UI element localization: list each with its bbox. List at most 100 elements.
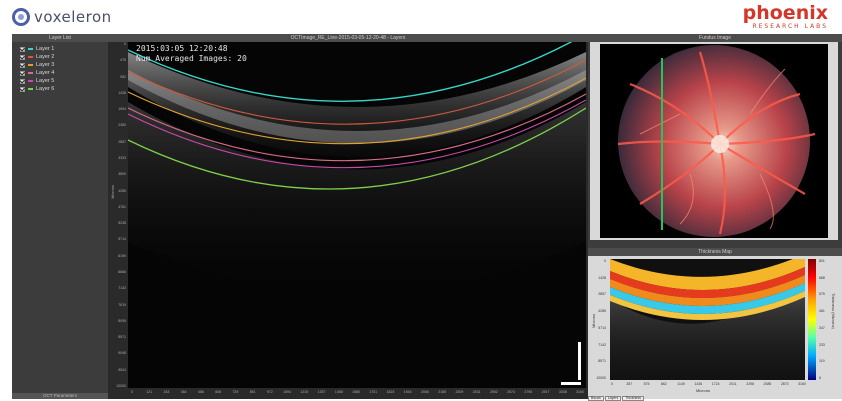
- thickness-panel: Thickness Map Microns: [588, 248, 842, 399]
- fundus-frame: [590, 42, 838, 240]
- oct-x-tick: 1215: [300, 390, 309, 394]
- fundus-title: Fundus Image: [588, 34, 842, 42]
- oct-x-axis: 0 121 243 364 486 608 729 851 972 1094 1215 1337 145…: [128, 388, 586, 399]
- oct-x-tick: 1944: [403, 390, 412, 394]
- phoenix-logo: phoenix RESEARCH LABS: [743, 3, 828, 30]
- voxeleron-logo: voxeleron: [12, 6, 112, 28]
- thickness-x-tick: 3160: [798, 382, 806, 386]
- oct-x-tick: 1458: [334, 390, 343, 394]
- oct-x-tick: 2066: [421, 390, 429, 394]
- layer-checkbox[interactable]: [20, 70, 25, 76]
- oct-y-tick: 0: [124, 42, 126, 46]
- oct-y-tick: 3809: [118, 172, 126, 177]
- oct-x-tick: 1701: [369, 390, 378, 394]
- layer-item-1[interactable]: Layer 1: [12, 45, 108, 53]
- layer-list-title: Layer List: [12, 34, 108, 42]
- oct-y-tick: 4285: [118, 188, 126, 193]
- view-tab-thickness[interactable]: Thickness: [622, 396, 645, 401]
- colorbar-title: Thickness (Microns): [831, 293, 836, 329]
- oct-y-tick: 952: [120, 74, 126, 79]
- oct-timestamp-overlay: 2015:03:05 12:20:48 Num Averaged Images:…: [136, 44, 247, 64]
- layer-color-swatch: [28, 56, 33, 58]
- thickness-y-tick: 8571: [598, 359, 606, 364]
- oct-x-tick: 1337: [317, 390, 326, 394]
- thickness-x-tick: 287: [626, 382, 633, 386]
- oct-parameters-title[interactable]: OCT Parameters: [12, 393, 108, 399]
- layer-checkbox[interactable]: [20, 86, 25, 92]
- thickness-x-tick: 2298: [746, 382, 755, 386]
- layer-6-line: [128, 107, 586, 190]
- thickness-x-tick: 862: [660, 382, 667, 386]
- layer-label: Layer 4: [36, 70, 55, 76]
- oct-panel: OCTImage_RE_Line-2015-03-05-12-20-48 - L…: [108, 34, 588, 399]
- thickness-y-tick: 2857: [598, 292, 606, 297]
- oct-y-axis-title: Microns: [110, 184, 115, 199]
- phoenix-wordmark: phoenix: [742, 2, 828, 24]
- layer-color-swatch: [28, 64, 33, 66]
- oct-x-tick: 3160: [576, 390, 584, 394]
- colorbar-tick: 801: [819, 259, 825, 263]
- layer-item-4[interactable]: Layer 4: [12, 69, 108, 77]
- oct-x-tick: 972: [266, 390, 273, 394]
- fundus-image[interactable]: [600, 44, 828, 238]
- layer-item-6[interactable]: Layer 6: [12, 85, 108, 93]
- thickness-map-svg: [610, 259, 805, 380]
- oct-y-tick: 1428: [118, 90, 126, 95]
- fundus-vessels: [617, 51, 816, 235]
- oct-x-tick: 121: [146, 390, 153, 394]
- thickness-x-tick: 2011: [729, 382, 737, 386]
- oct-y-tick: 7142: [118, 286, 126, 291]
- layer-checkbox[interactable]: [20, 54, 25, 60]
- thickness-band-1: [610, 259, 805, 291]
- oct-x-tick: 2188: [438, 390, 447, 394]
- header: voxeleron phoenix RESEARCH LABS: [0, 0, 842, 34]
- layer-checkbox[interactable]: [20, 78, 25, 84]
- retina-tissue: [128, 52, 586, 157]
- thickness-y-tick: 5714: [598, 325, 606, 330]
- layer-checkbox[interactable]: [20, 46, 25, 52]
- phoenix-subtitle: RESEARCH LABS: [752, 23, 828, 30]
- oct-bscan-image[interactable]: 2015:03:05 12:20:48 Num Averaged Images:…: [128, 42, 586, 388]
- oct-y-tick: 3333: [118, 156, 126, 160]
- thickness-y-tick: 0: [604, 259, 606, 263]
- layer-checkbox[interactable]: [20, 62, 25, 68]
- layer-label: Layer 2: [36, 54, 55, 60]
- right-panel: Fundus Image: [588, 34, 842, 399]
- oct-y-tick: 1904: [118, 107, 126, 112]
- thickness-x-tick: 0: [611, 382, 613, 386]
- layer-item-2[interactable]: Layer 2: [12, 53, 108, 61]
- colorbar-tick: 688: [819, 275, 825, 280]
- oct-timestamp: 2015:03:05 12:20:48: [136, 44, 228, 53]
- oct-x-tick: 729: [232, 390, 239, 394]
- scale-bar-horizontal: [561, 382, 581, 385]
- optic-disc: [711, 135, 729, 153]
- oct-y-tick: 6190: [118, 253, 126, 258]
- layer-item-3[interactable]: Layer 3: [12, 61, 108, 69]
- bottom-tab-strip: Bscan Layers Thickness: [588, 396, 645, 401]
- oct-y-axis: 0 476 952 1428 1904 2380 2857 3333 3809 4285 4761 5…: [108, 42, 128, 388]
- oct-y-tick: 476: [120, 58, 126, 63]
- view-tab-bscan[interactable]: Bscan: [588, 396, 604, 401]
- oct-x-tick: 486: [198, 390, 204, 394]
- oct-y-tick: 10000: [116, 384, 126, 388]
- oct-x-tick: 2795: [524, 390, 533, 394]
- thickness-y-tick: 1428: [598, 275, 606, 280]
- oct-bscan-svg: [128, 42, 586, 292]
- layer-2-line: [128, 59, 586, 125]
- colorbar-tick: 6: [819, 376, 821, 380]
- fundus-svg: [617, 45, 816, 237]
- thickness-map-plot[interactable]: [610, 259, 805, 380]
- oct-x-tick: 364: [180, 390, 187, 394]
- oct-y-tick: 2857: [118, 139, 126, 144]
- layer-label: Layer 1: [36, 46, 55, 52]
- layer-item-5[interactable]: Layer 5: [12, 77, 108, 85]
- oct-y-tick: 7619: [118, 302, 126, 307]
- view-tab-layers[interactable]: Layers: [604, 396, 622, 401]
- layer-color-swatch: [28, 48, 33, 50]
- layer-color-swatch: [28, 80, 33, 82]
- scale-bar-vertical: [578, 342, 581, 380]
- thickness-title: Thickness Map: [588, 248, 842, 256]
- oct-x-tick: 3038: [558, 390, 567, 394]
